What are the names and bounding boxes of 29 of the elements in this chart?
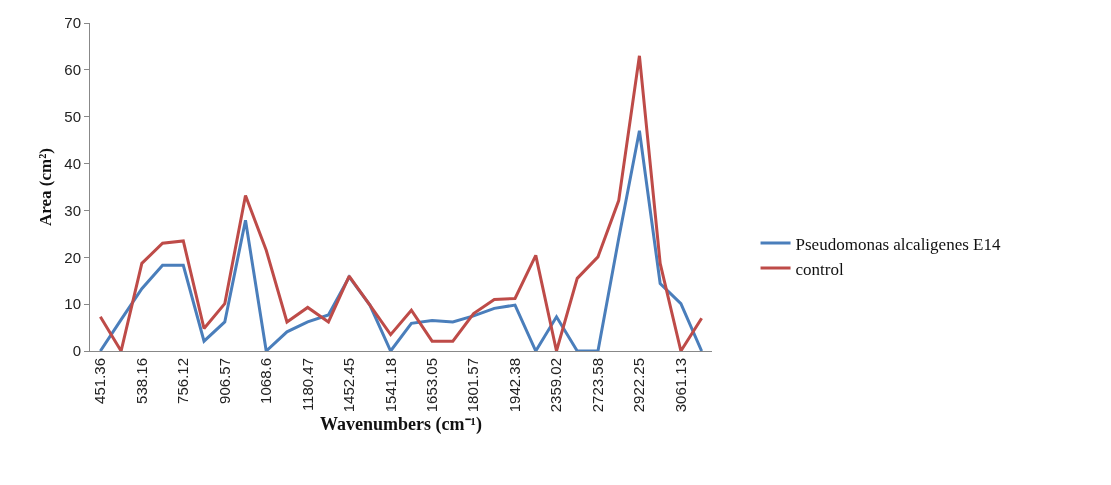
x-tick-label: 1942.38: [505, 358, 523, 413]
x-axis-title: Wavenumbers (cm⁻¹): [320, 414, 482, 436]
y-axis-title: Area (cm²): [35, 148, 55, 226]
y-tick-label: 10: [64, 295, 81, 313]
line-series: [98, 129, 704, 351]
line-series: [98, 54, 704, 351]
x-tick-label: 1452.45: [340, 358, 358, 413]
x-tick-label: 906.57: [215, 358, 233, 404]
y-tick-label: 70: [64, 14, 81, 32]
x-tick-label: 2723.58: [588, 358, 606, 413]
y-tick-label: 60: [64, 61, 81, 79]
x-tick-label: 1541.18: [381, 358, 399, 413]
y-tick-label: 20: [64, 248, 81, 266]
x-tick-label: 2922.25: [630, 358, 648, 413]
x-tick-label: 1180.47: [298, 358, 316, 412]
x-tick-label: 756.12: [174, 358, 192, 404]
x-tick-label: 451.36: [91, 358, 109, 404]
x-tick-label: 2359.02: [547, 358, 565, 413]
x-tick-label: 1068.6: [257, 358, 275, 404]
y-tick-label: 40: [64, 154, 81, 172]
x-tick-label: 3061.13: [671, 358, 689, 413]
x-tick-label: 538.16: [132, 358, 150, 404]
y-tick-label: 0: [72, 342, 81, 360]
legend-label: control: [795, 259, 844, 279]
x-tick-label: 1653.05: [422, 358, 440, 413]
legend-label: Pseudomonas alcaligenes E14: [795, 234, 1001, 254]
x-tick-label: 1801.57: [464, 358, 482, 413]
y-tick-label: 50: [64, 107, 81, 125]
y-tick-label: 30: [64, 201, 81, 219]
